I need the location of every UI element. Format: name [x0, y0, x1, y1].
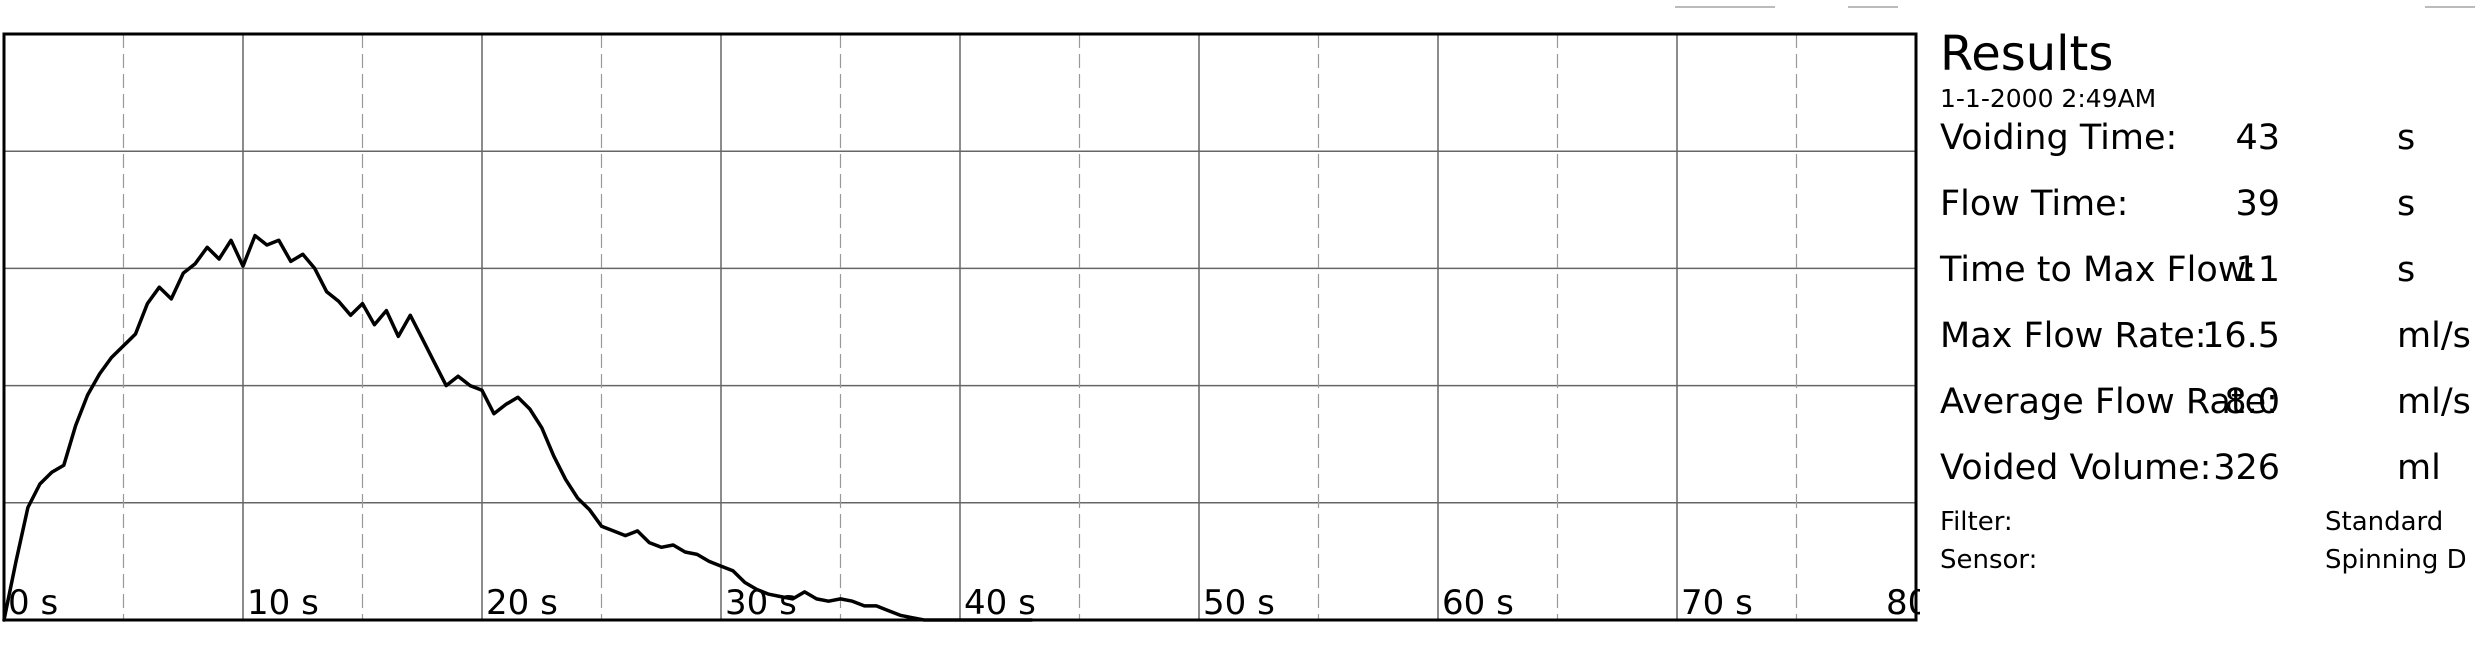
x-tick-label: 0 s: [8, 583, 58, 623]
result-unit: s: [2397, 184, 2416, 224]
meta-label: Sensor:: [1940, 545, 2038, 575]
result-unit: ml: [2397, 448, 2441, 488]
result-value: 11: [2235, 250, 2280, 290]
result-label: Voided Volume:: [1940, 448, 2212, 488]
result-unit: ml/s: [2397, 316, 2471, 356]
x-tick-label: 60 s: [1442, 583, 1514, 623]
result-label: Max Flow Rate:: [1940, 316, 2207, 356]
results-panel: Results 1-1-2000 2:49AM Voiding Time: 43…: [1940, 22, 2475, 642]
result-value: 43: [2235, 118, 2280, 158]
result-row-voiding-time: Voiding Time: 43 s: [1940, 116, 2475, 160]
plot-frame: [2, 32, 1918, 622]
series-layer: [2, 233, 1034, 622]
x-tick-label: 70 s: [1681, 583, 1753, 623]
results-datetime: 1-1-2000 2:49AM: [1940, 84, 2157, 113]
x-tick-label: 80: [1886, 583, 1920, 623]
result-unit: s: [2397, 250, 2416, 290]
x-tick-label: 10 s: [247, 583, 319, 623]
x-tick-label: 20 s: [486, 583, 558, 623]
result-row-time-to-max-flow: Time to Max Flow: 11 s: [1940, 248, 2475, 292]
top-hairline: [1848, 6, 1898, 8]
flow-series-line: [2, 233, 1034, 622]
x-axis-ticks: 0 s 10 s 20 s 30 s 40 s 50 s 60 s 70 s 80: [8, 583, 1920, 623]
result-row-average-flow-rate: Average Flow Rate: 8.0 ml/s: [1940, 380, 2475, 424]
result-value: 326: [2213, 448, 2280, 488]
meta-value: Standard: [2325, 507, 2444, 537]
x-tick-label: 50 s: [1203, 583, 1275, 623]
result-label: Voiding Time:: [1940, 118, 2178, 158]
meta-value: Spinning D: [2325, 545, 2467, 575]
result-value: 39: [2235, 184, 2280, 224]
result-label: Flow Time:: [1940, 184, 2129, 224]
result-value: 8.0: [2224, 382, 2280, 422]
result-row-max-flow-rate: Max Flow Rate: 16.5 ml/s: [1940, 314, 2475, 358]
result-row-flow-time: Flow Time: 39 s: [1940, 182, 2475, 226]
results-title: Results: [1940, 26, 2114, 82]
x-tick-label: 40 s: [964, 583, 1036, 623]
result-label: Average Flow Rate:: [1940, 382, 2278, 422]
result-label: Time to Max Flow:: [1940, 250, 2257, 290]
top-hairline: [2425, 6, 2475, 8]
result-unit: ml/s: [2397, 382, 2471, 422]
result-value: 16.5: [2202, 316, 2280, 356]
result-unit: s: [2397, 118, 2416, 158]
meta-label: Filter:: [1940, 507, 2013, 537]
chart-grid: [4, 34, 1916, 620]
top-hairline: [1675, 6, 1775, 8]
flow-chart: 0 s 10 s 20 s 30 s 40 s 50 s 60 s 70 s 80: [2, 32, 1920, 623]
result-row-voided-volume: Voided Volume: 326 ml: [1940, 446, 2475, 490]
x-tick-label: 30 s: [725, 583, 797, 623]
